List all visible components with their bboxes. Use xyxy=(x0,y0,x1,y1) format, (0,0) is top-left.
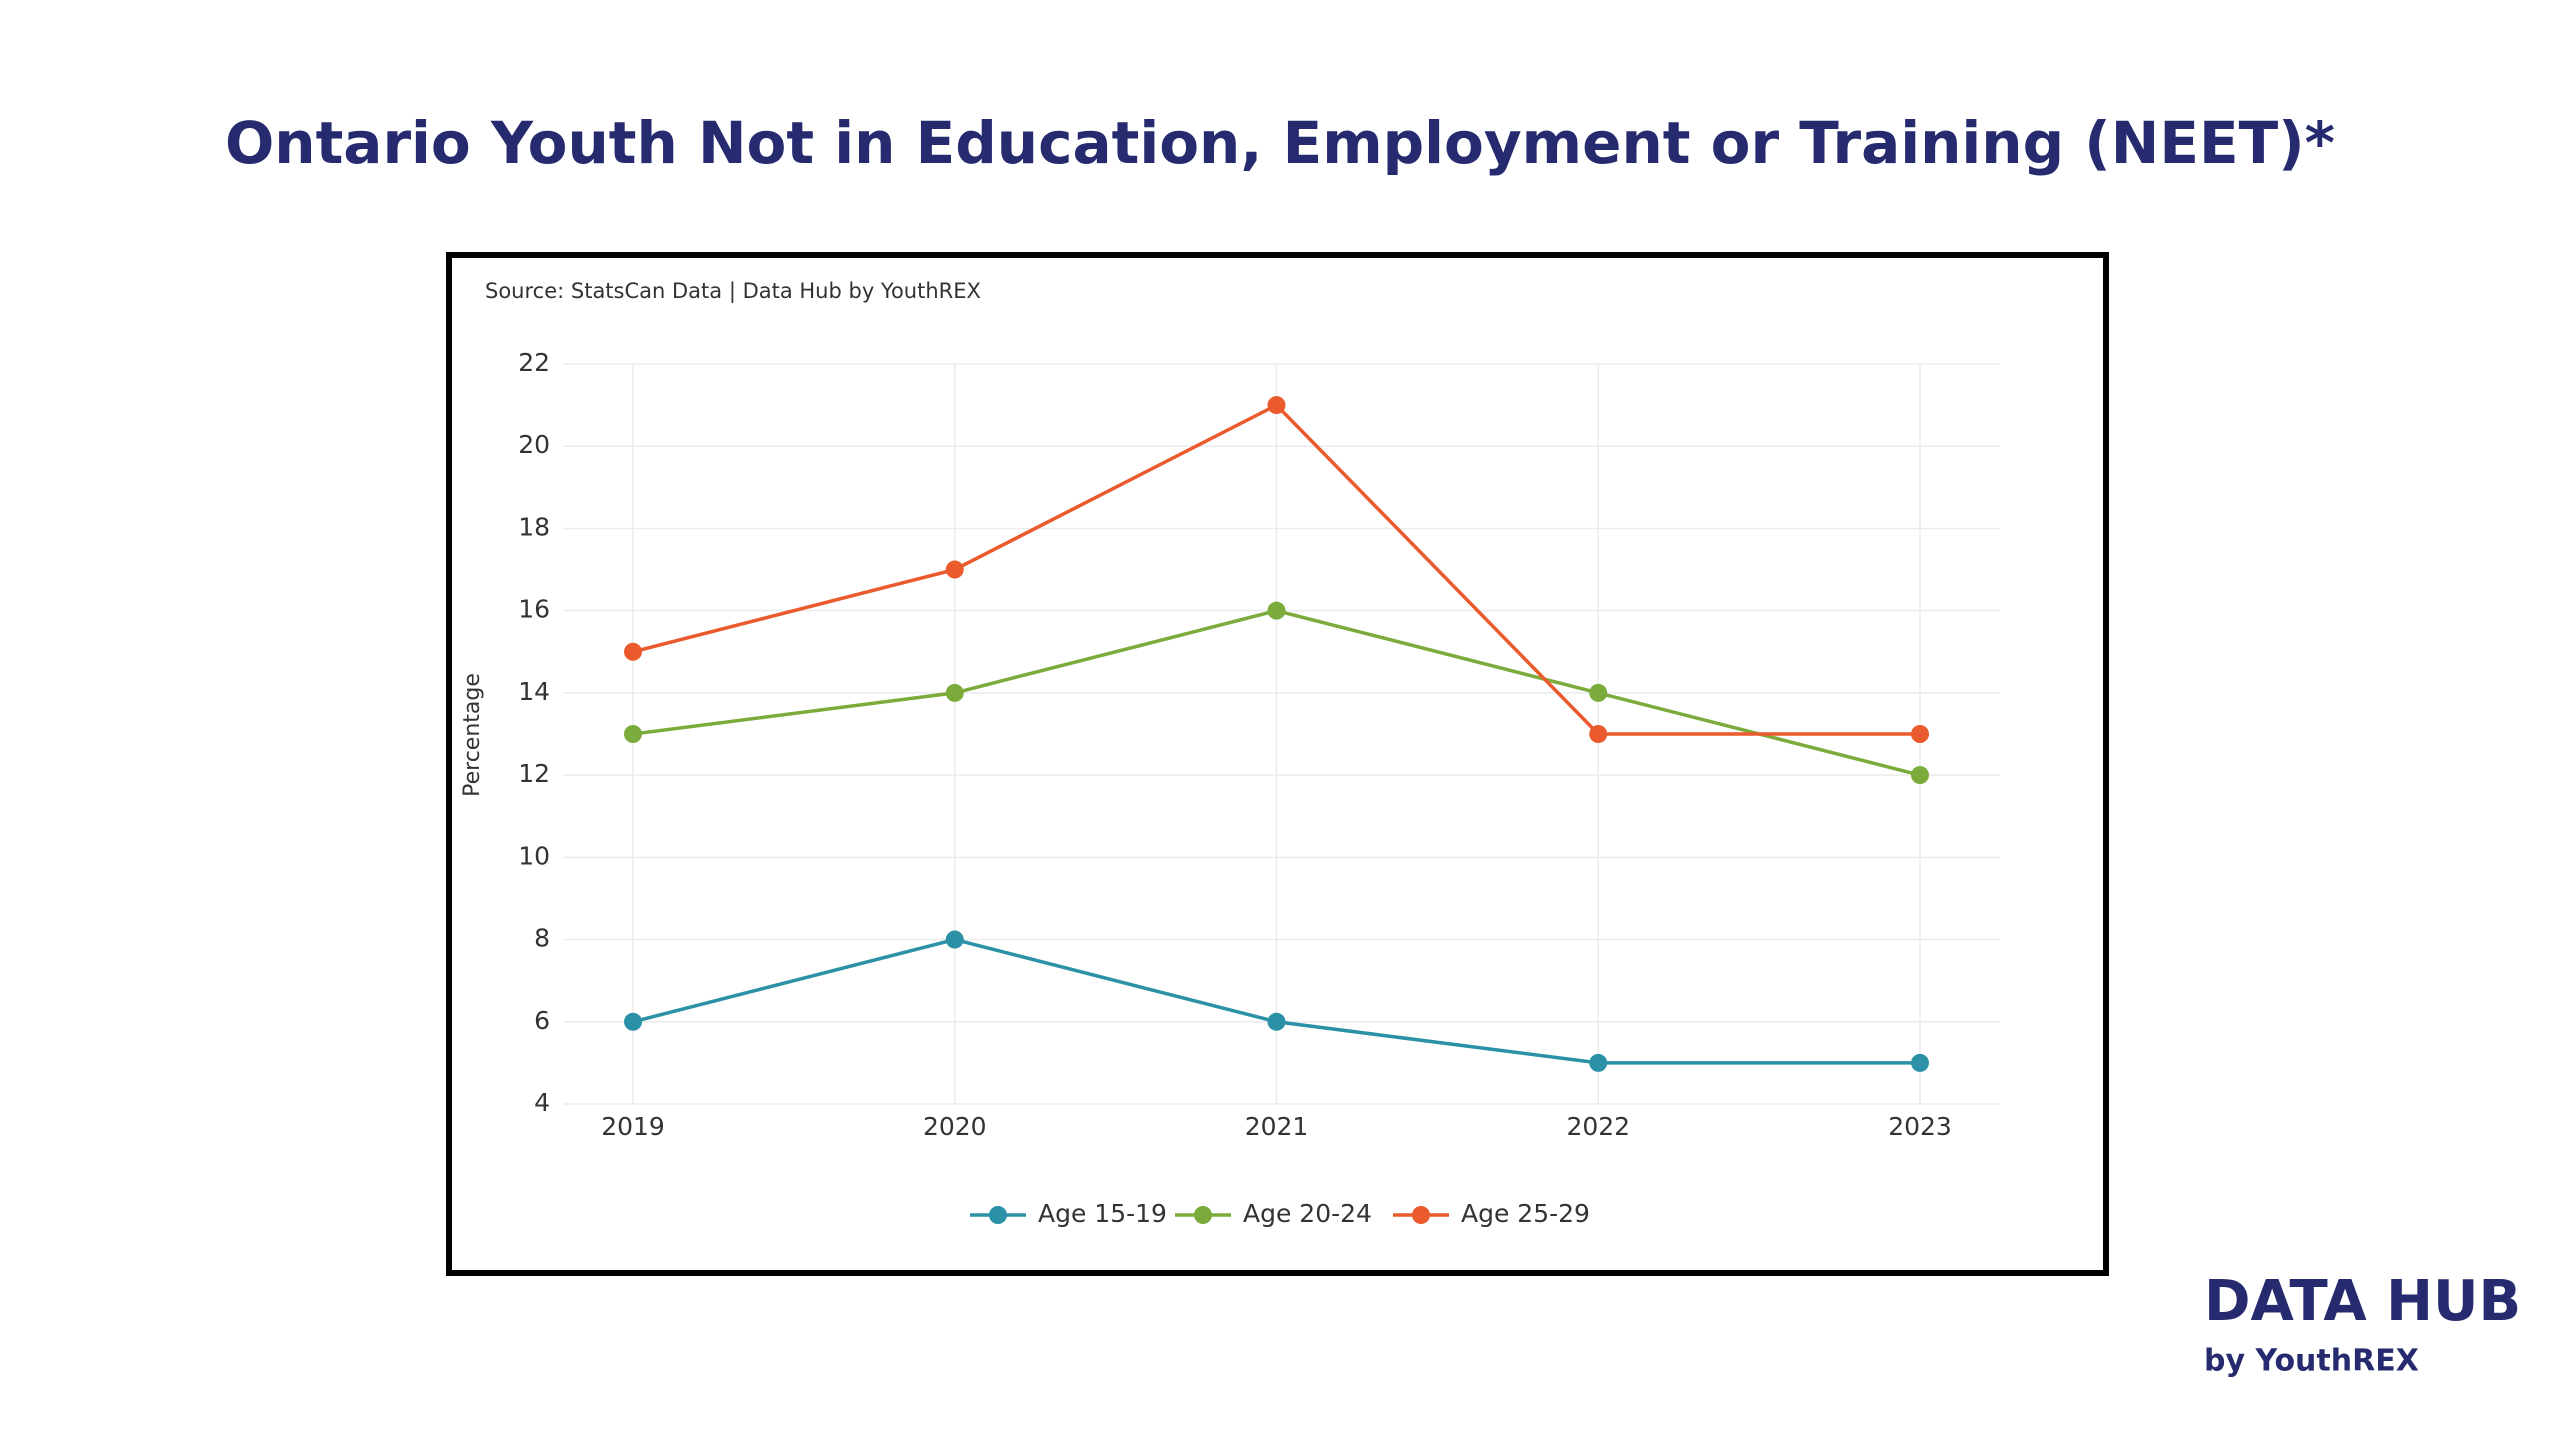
y-tick-label: 6 xyxy=(534,1006,550,1035)
legend-label: Age 15-19 xyxy=(1038,1199,1167,1228)
data-point xyxy=(1911,1053,1929,1072)
y-tick-label: 14 xyxy=(518,677,550,706)
y-tick-label: 12 xyxy=(518,759,550,788)
data-point xyxy=(1267,1012,1286,1031)
data-point xyxy=(945,683,964,702)
data-point xyxy=(624,725,642,743)
data-point xyxy=(1267,601,1286,620)
y-tick-label: 4 xyxy=(534,1088,550,1117)
data-point xyxy=(1589,725,1608,743)
y-tick-label: 10 xyxy=(518,841,550,870)
data-point xyxy=(624,642,642,661)
data-point xyxy=(1589,1053,1608,1072)
data-point xyxy=(1589,683,1608,702)
data-point xyxy=(1911,766,1929,785)
x-tick-label: 2022 xyxy=(1566,1112,1630,1141)
data-point xyxy=(1911,725,1929,743)
legend-swatch-marker xyxy=(1412,1206,1430,1224)
x-tick-label: 2019 xyxy=(601,1112,665,1141)
legend-swatch-marker xyxy=(989,1206,1007,1224)
logo-title: DATA HUB xyxy=(2204,1269,2521,1334)
y-tick-label: 22 xyxy=(518,348,550,377)
x-tick-label: 2021 xyxy=(1245,1112,1309,1141)
legend-swatch-marker xyxy=(1194,1206,1212,1224)
data-point xyxy=(624,1012,642,1031)
legend-label: Age 25-29 xyxy=(1461,1199,1590,1228)
y-tick-label: 16 xyxy=(518,595,550,624)
y-tick-label: 18 xyxy=(518,512,550,541)
data-point xyxy=(1267,396,1286,415)
data-point xyxy=(945,560,964,579)
y-tick-label: 20 xyxy=(518,430,550,459)
x-tick-label: 2020 xyxy=(923,1112,987,1141)
chart-frame xyxy=(446,252,2109,1276)
legend-label: Age 20-24 xyxy=(1243,1199,1372,1228)
chart-title: Ontario Youth Not in Education, Employme… xyxy=(225,109,2335,177)
chart-subtitle: Source: StatsCan Data | Data Hub by Yout… xyxy=(485,279,981,304)
logo-subtitle: by YouthREX xyxy=(2204,1344,2419,1379)
data-point xyxy=(945,930,964,949)
x-tick-label: 2023 xyxy=(1888,1112,1952,1141)
y-axis-label: Percentage xyxy=(460,673,485,797)
y-tick-label: 8 xyxy=(534,924,550,953)
